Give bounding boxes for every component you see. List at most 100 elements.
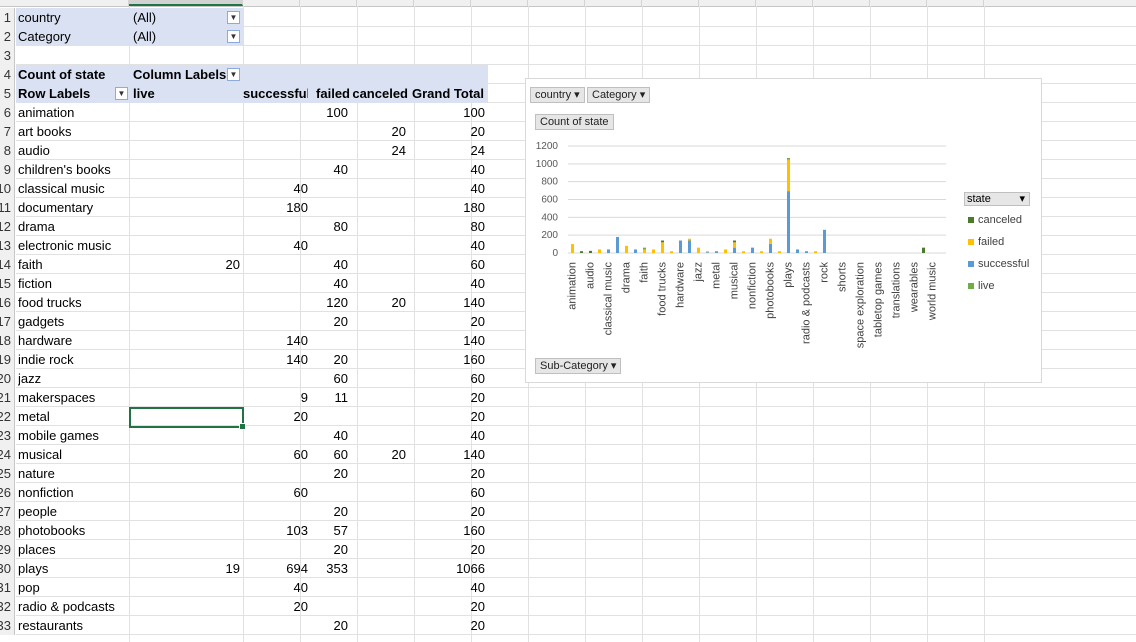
value-canceled[interactable]: 20: [391, 447, 406, 462]
row-label[interactable]: documentary: [18, 200, 94, 215]
bar-successful[interactable]: [823, 229, 826, 253]
row-number[interactable]: 33: [0, 616, 15, 635]
value-failed[interactable]: [300, 179, 348, 198]
row-number[interactable]: 9: [0, 160, 15, 179]
value-grand-total[interactable]: 20: [470, 390, 485, 405]
value-canceled[interactable]: [360, 388, 406, 407]
row-number[interactable]: 17: [0, 312, 15, 331]
row-number[interactable]: 6: [0, 103, 15, 122]
bar-canceled[interactable]: [922, 247, 925, 253]
filter-value-category[interactable]: (All): [133, 29, 157, 44]
row-label[interactable]: drama: [18, 219, 55, 234]
value-live[interactable]: [193, 198, 240, 217]
row-label[interactable]: restaurants: [18, 618, 84, 633]
chart-filter-country[interactable]: country ▾: [530, 87, 585, 103]
value-live[interactable]: [193, 331, 240, 350]
column-header-G[interactable]: G: [471, 0, 528, 6]
row-number[interactable]: 30: [0, 559, 15, 578]
column-header-N[interactable]: N: [870, 0, 927, 6]
value-failed[interactable]: [300, 331, 348, 350]
row-number[interactable]: 7: [0, 122, 15, 141]
row-label[interactable]: musical: [18, 447, 63, 462]
row-label[interactable]: metal: [18, 409, 50, 424]
row-label[interactable]: mobile games: [18, 428, 99, 443]
count-label[interactable]: Count of state: [18, 67, 106, 82]
value-failed[interactable]: 353: [326, 561, 348, 576]
value-grand-total[interactable]: 140: [463, 333, 485, 348]
active-cell-B22[interactable]: [129, 407, 246, 430]
row-number[interactable]: 8: [0, 141, 15, 160]
value-canceled[interactable]: 20: [391, 295, 406, 310]
chart-value-button[interactable]: Count of state: [535, 114, 614, 130]
value-grand-total[interactable]: 140: [463, 447, 485, 462]
value-grand-total[interactable]: 40: [470, 181, 485, 196]
value-failed[interactable]: 120: [326, 295, 348, 310]
value-canceled[interactable]: 20: [391, 124, 406, 139]
value-canceled[interactable]: [360, 179, 406, 198]
value-canceled[interactable]: [360, 160, 406, 179]
value-grand-total[interactable]: 40: [470, 428, 485, 443]
value-canceled[interactable]: [360, 407, 406, 426]
bar-failed[interactable]: [571, 244, 574, 253]
bar-canceled[interactable]: [589, 250, 592, 253]
value-grand-total[interactable]: 100: [463, 105, 485, 120]
value-canceled[interactable]: [360, 103, 406, 122]
value-canceled[interactable]: [360, 331, 406, 350]
value-live[interactable]: [193, 103, 240, 122]
value-grand-total[interactable]: 1066: [456, 561, 485, 576]
value-grand-total[interactable]: 40: [470, 580, 485, 595]
value-canceled[interactable]: 24: [391, 143, 406, 158]
row-label[interactable]: places: [18, 542, 56, 557]
filter-value-country[interactable]: (All): [133, 10, 157, 25]
value-canceled[interactable]: [360, 198, 406, 217]
value-successful[interactable]: 103: [286, 523, 308, 538]
value-failed[interactable]: 40: [333, 257, 348, 272]
value-successful[interactable]: 140: [286, 333, 308, 348]
value-live[interactable]: [193, 179, 240, 198]
row-label[interactable]: animation: [18, 105, 75, 120]
bar-successful[interactable]: [688, 240, 691, 253]
chart-axis-button[interactable]: Sub-Category ▾: [535, 358, 622, 374]
value-failed[interactable]: 40: [333, 162, 348, 177]
dropdown-arrow-icon[interactable]: ▼: [115, 87, 128, 100]
bar-successful[interactable]: [706, 252, 709, 253]
value-grand-total[interactable]: 60: [470, 485, 485, 500]
row-label[interactable]: makerspaces: [18, 390, 96, 405]
pivot-chart[interactable]: country ▾ Category ▾ Count of state Sub-…: [525, 78, 1042, 383]
value-successful[interactable]: 60: [293, 485, 308, 500]
column-header-C[interactable]: C: [243, 0, 300, 6]
column-header-I[interactable]: I: [585, 0, 642, 6]
row-number[interactable]: 3: [0, 46, 15, 65]
value-live[interactable]: [193, 597, 240, 616]
row-number[interactable]: 31: [0, 578, 15, 597]
value-failed[interactable]: 20: [333, 618, 348, 633]
column-header-H[interactable]: H: [528, 0, 585, 6]
value-live[interactable]: [193, 236, 240, 255]
value-live[interactable]: [193, 426, 240, 445]
value-grand-total[interactable]: 20: [470, 599, 485, 614]
bar-failed[interactable]: [733, 242, 736, 248]
column-header-D[interactable]: D: [300, 0, 357, 6]
row-number[interactable]: 1: [0, 8, 15, 27]
value-successful[interactable]: 40: [293, 580, 308, 595]
row-label[interactable]: photobooks: [18, 523, 86, 538]
bar-failed[interactable]: [787, 159, 790, 192]
value-failed[interactable]: [300, 597, 348, 616]
bar-canceled[interactable]: [580, 251, 583, 253]
value-failed[interactable]: 20: [333, 542, 348, 557]
bar-successful[interactable]: [616, 236, 619, 253]
value-failed[interactable]: 40: [333, 276, 348, 291]
bar-successful[interactable]: [805, 251, 808, 253]
row-number[interactable]: 15: [0, 274, 15, 293]
value-failed[interactable]: 60: [333, 371, 348, 386]
value-canceled[interactable]: [360, 597, 406, 616]
row-label[interactable]: jazz: [18, 371, 42, 386]
bar-successful[interactable]: [607, 249, 610, 253]
row-label[interactable]: indie rock: [18, 352, 74, 367]
bar-failed[interactable]: [769, 238, 772, 244]
value-live[interactable]: 19: [225, 561, 240, 576]
value-successful[interactable]: 60: [293, 447, 308, 462]
value-live[interactable]: [193, 274, 240, 293]
row-label[interactable]: nonfiction: [18, 485, 74, 500]
value-grand-total[interactable]: 20: [470, 504, 485, 519]
